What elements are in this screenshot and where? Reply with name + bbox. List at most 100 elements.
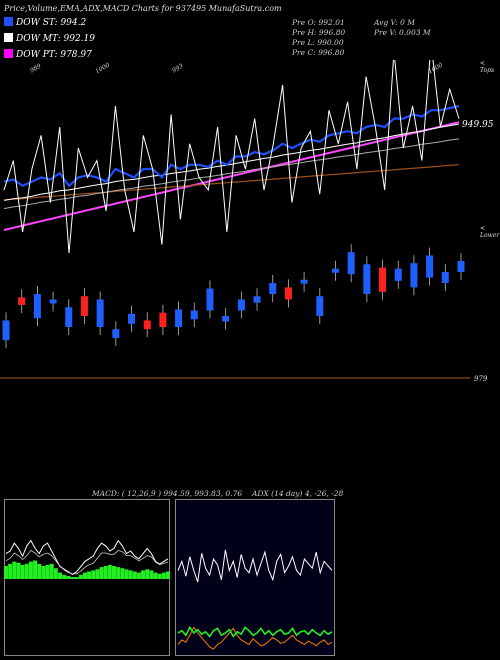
- macd-hist-bar: [4, 566, 8, 579]
- candle-body: [96, 299, 104, 327]
- macd-hist-bar: [20, 564, 25, 579]
- ohlc-close: Pre C: 996.80: [292, 48, 345, 57]
- lower-label: < Lower: [480, 225, 500, 239]
- candle-body: [222, 316, 230, 322]
- dow-st-label: DOW ST: 994.2: [16, 18, 87, 28]
- ema-mid2-line: [3, 138, 460, 210]
- candle-body: [143, 320, 151, 330]
- candle-body: [18, 297, 26, 305]
- candle-body: [112, 329, 120, 338]
- macd-hist-bar: [136, 572, 141, 579]
- macd-hist-bar: [49, 563, 54, 579]
- ohlc-low: Pre L: 990.00: [292, 38, 344, 47]
- macd-hist-bar: [103, 566, 108, 579]
- candle-body: [206, 288, 214, 311]
- bottom-axis-label: 979: [474, 375, 488, 383]
- dow-mt-swatch: [4, 33, 13, 42]
- candle-body: [128, 313, 136, 324]
- macd-hist-bar: [95, 569, 100, 579]
- macd-hist-bar: [87, 571, 92, 579]
- pt-line: [3, 121, 460, 231]
- macd-hist-bar: [124, 569, 129, 579]
- candle-body: [2, 320, 10, 341]
- macd-hist-bar: [78, 574, 83, 579]
- minus-di-line: [177, 626, 333, 650]
- candle-body: [175, 309, 183, 327]
- macd-hist-bar: [166, 571, 170, 579]
- macd-hist-bar: [24, 563, 29, 579]
- macd-hist-bar: [16, 562, 21, 579]
- price-lines-group: [3, 60, 460, 254]
- macd-hist-bar: [157, 573, 162, 579]
- dow-pt-swatch: [4, 49, 13, 58]
- prev-volume: Pre V: 0.003 M: [374, 28, 431, 37]
- macd-group: [4, 539, 170, 579]
- adx-title: ADX (14 day) 4, -26, -28: [252, 489, 344, 498]
- macd-hist-bar: [107, 564, 112, 579]
- macd-signal-line: [5, 549, 169, 575]
- tops-label: < Tops: [480, 60, 495, 74]
- candle-body: [347, 252, 355, 275]
- macd-hist-bar: [53, 568, 58, 579]
- macd-hist-bar: [8, 563, 13, 579]
- candle-body: [316, 296, 324, 316]
- macd-hist-bar: [132, 571, 137, 579]
- ema-mid-line: [3, 123, 460, 201]
- macd-hist-bar: [41, 566, 46, 579]
- candle-body: [269, 283, 277, 294]
- dow-pt-indicator: DOW PT: 978.97: [4, 49, 92, 60]
- adx-panel: [175, 499, 335, 656]
- macd-hist-bar: [116, 567, 121, 579]
- candle-body: [253, 296, 261, 303]
- candle-body: [363, 264, 371, 294]
- macd-hist-bar: [145, 569, 150, 579]
- candle-body: [80, 296, 88, 316]
- macd-hist-bar: [120, 568, 125, 579]
- macd-hist-bar: [99, 567, 104, 579]
- macd-hist-bar: [37, 563, 42, 579]
- macd-line: [5, 539, 169, 575]
- candle-body: [49, 299, 57, 304]
- candle-body: [426, 255, 434, 278]
- macd-hist-bar: [74, 577, 79, 579]
- ema-short-line: [3, 104, 460, 188]
- ohlc-high: Pre H: 996.80: [292, 28, 346, 37]
- macd-hist-bar: [82, 572, 87, 579]
- candle-body: [284, 287, 292, 300]
- macd-hist-bar: [58, 572, 62, 579]
- macd-hist-bar: [45, 564, 50, 579]
- macd-hist-bar: [153, 572, 158, 579]
- chart-title: Price,Volume,EMA,ADX,MACD Charts for 937…: [4, 4, 282, 13]
- macd-hist-bar: [70, 577, 75, 579]
- adx-group: [177, 549, 333, 650]
- dow-pt-label: DOW PT: 978.97: [16, 50, 92, 60]
- candle-body: [441, 272, 449, 283]
- candle-body: [331, 268, 339, 273]
- macd-hist-bar: [141, 570, 146, 579]
- macd-hist-bar: [28, 561, 33, 579]
- candle-body: [33, 294, 41, 319]
- macd-hist-bar: [91, 570, 96, 579]
- macd-hist-bar: [33, 560, 38, 579]
- macd-title: MACD: ( 12,26,9 ) 994.59, 993.83, 0.76: [92, 489, 243, 498]
- avg-volume: Avg V: 0 M: [374, 18, 415, 27]
- candle-body: [190, 310, 198, 320]
- ohlc-open: Pre O: 992.01: [292, 18, 345, 27]
- macd-hist-bar: [62, 574, 67, 579]
- dow-st-swatch: [4, 17, 13, 26]
- macd-hist-bar: [66, 575, 71, 579]
- candle-body: [300, 279, 308, 284]
- candle-body: [394, 268, 402, 281]
- macd-hist-bar: [149, 570, 154, 579]
- plus-di-line: [177, 625, 333, 638]
- dow-mt-indicator: DOW MT: 992.19: [4, 33, 95, 44]
- macd-hist-bar: [112, 566, 116, 579]
- candle-body: [457, 261, 465, 272]
- close-line: [3, 60, 460, 254]
- adx-frame: [175, 499, 335, 656]
- candle-body: [65, 307, 73, 327]
- macd-panel: [4, 499, 170, 656]
- dow-mt-label: DOW MT: 992.19: [16, 34, 95, 44]
- candles-group: [2, 244, 465, 349]
- candle-body: [379, 267, 387, 292]
